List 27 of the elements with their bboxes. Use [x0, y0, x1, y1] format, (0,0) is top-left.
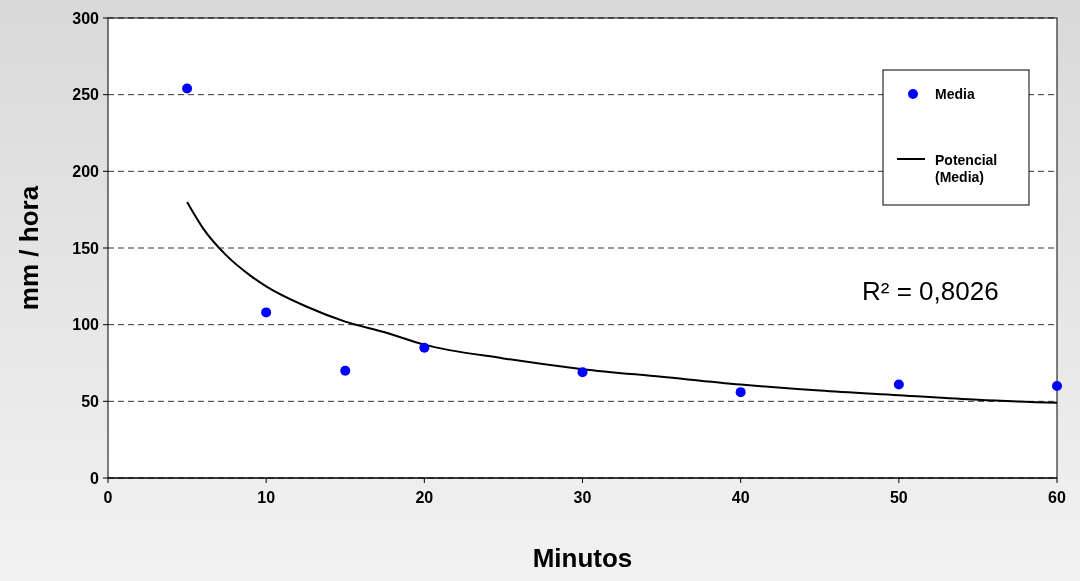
annotation: R² = 0,8026: [862, 276, 999, 306]
x-tick-label: 10: [257, 489, 276, 506]
y-tick-label: 200: [72, 162, 100, 180]
x-tick-label: 50: [889, 489, 908, 506]
y-tick-label: 0: [90, 469, 100, 487]
x-tick-label: 40: [731, 489, 750, 506]
x-axis-title: Minutos: [532, 543, 633, 573]
point: [577, 367, 588, 378]
x-tick-label: 30: [573, 489, 592, 506]
y-tick-label: 300: [72, 9, 100, 27]
y-tick-label: 100: [72, 316, 100, 334]
x-tick-label: 60: [1048, 489, 1066, 506]
y-tick-label: 250: [72, 86, 100, 104]
point: [735, 387, 746, 398]
y-tick-label: 50: [81, 392, 100, 410]
point: [419, 342, 430, 353]
y-axis-title: mm / hora: [14, 185, 44, 311]
legend-label: Potencial (Media): [935, 151, 998, 185]
legend-label: Media: [935, 85, 975, 102]
y-tick-label: 150: [72, 239, 100, 257]
x-tick-label: 20: [415, 489, 434, 506]
point: [261, 307, 272, 318]
point: [893, 379, 904, 390]
x-tick-label: 0: [103, 489, 113, 506]
point: [182, 83, 193, 94]
point: [340, 365, 351, 376]
point: [1052, 381, 1062, 391]
